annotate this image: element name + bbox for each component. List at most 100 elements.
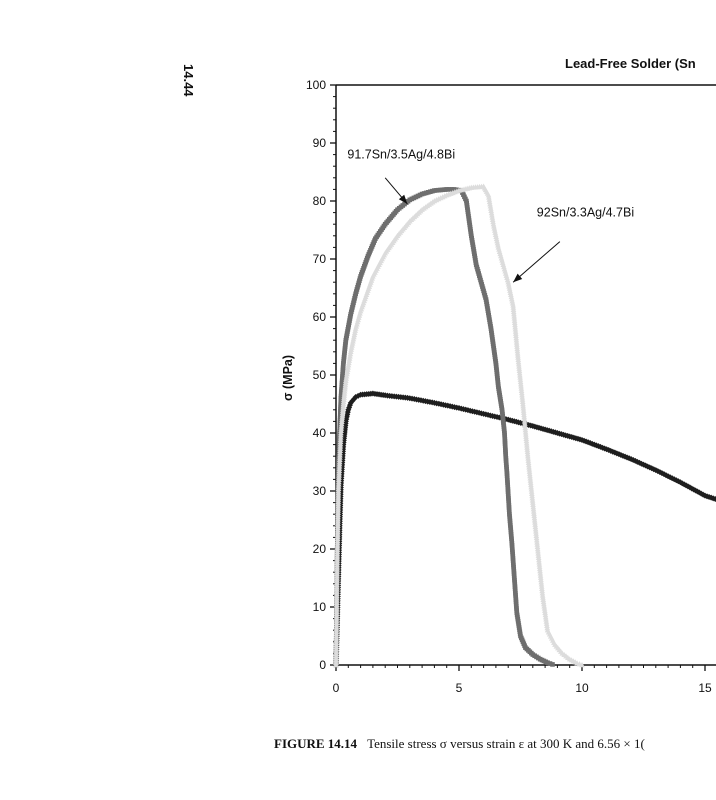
y-tick-label-80: 80: [313, 194, 327, 208]
data-point: [541, 601, 547, 607]
data-point: [534, 546, 541, 552]
data-point: [529, 495, 536, 501]
data-point: [518, 387, 525, 393]
data-point: [517, 378, 524, 385]
caption-label: FIGURE 14.14: [274, 736, 358, 751]
data-point: [526, 462, 532, 468]
data-point: [486, 194, 492, 200]
data-point: [536, 561, 543, 567]
data-point: [539, 592, 546, 598]
y-tick-label-100: 100: [306, 78, 326, 92]
data-point: [538, 576, 544, 583]
annotation-label-0: 91.7Sn/3.5Ag/4.8Bi: [347, 148, 455, 162]
data-point: [544, 622, 550, 629]
data-point: [534, 541, 541, 547]
data-point: [542, 611, 549, 618]
chart-frame: [335, 84, 716, 666]
data-point: [540, 598, 547, 605]
data-point: [539, 587, 545, 594]
y-tick-label-40: 40: [313, 426, 327, 440]
data-point: [579, 662, 585, 668]
figure-caption: FIGURE 14.14 Tensile stress σ versus stra…: [274, 736, 645, 752]
data-point: [487, 205, 494, 211]
data-point: [535, 550, 541, 556]
y-axis-label: σ (MPa): [281, 355, 295, 401]
data-point: [534, 539, 540, 545]
data-point: [527, 477, 534, 483]
data-point: [517, 372, 523, 378]
data-point: [541, 607, 548, 613]
x-tick-label-5: 5: [456, 681, 463, 695]
data-point: [488, 207, 494, 214]
data-point: [516, 367, 523, 374]
data-point: [533, 532, 540, 538]
data-point: [538, 583, 545, 589]
data-point: [543, 620, 550, 626]
series-layer: [333, 183, 716, 668]
data-point: [529, 490, 535, 496]
data-point: [527, 475, 534, 481]
data-point: [444, 187, 449, 192]
data-point: [531, 512, 538, 519]
data-point: [528, 488, 535, 494]
data-point: [532, 526, 539, 532]
x-tick-label-0: 0: [333, 681, 340, 695]
data-point: [489, 216, 496, 222]
data-point: [516, 363, 522, 369]
data-point: [540, 596, 547, 602]
data-point: [533, 537, 540, 543]
y-tick-label-50: 50: [313, 368, 327, 382]
y-tick-label-90: 90: [313, 136, 327, 150]
data-point: [519, 398, 526, 404]
annotations: 91.7Sn/3.5Ag/4.8Bi 92Sn/3.3Ag/4.7Bi: [347, 148, 634, 283]
data-point: [537, 574, 544, 580]
data-point: [516, 370, 523, 376]
data-point: [449, 187, 454, 192]
data-point: [451, 187, 457, 192]
data-point: [536, 557, 542, 563]
data-point: [537, 565, 543, 572]
data-point: [537, 568, 543, 574]
data-point: [531, 517, 538, 523]
x-tick-label-10: 10: [575, 681, 589, 695]
data-point: [535, 554, 542, 561]
data-point: [525, 457, 532, 463]
data-point: [530, 508, 537, 514]
data-point: [529, 492, 535, 499]
series-0: [333, 187, 555, 668]
data-point: [490, 218, 496, 225]
data-point: [519, 394, 526, 400]
data-point: [536, 563, 543, 569]
data-point: [515, 361, 522, 367]
data-point: [528, 486, 535, 492]
data-point: [517, 376, 524, 382]
data-point: [531, 510, 537, 516]
y-tick-label-60: 60: [313, 310, 327, 324]
annotation-label-1: 92Sn/3.3Ag/4.7Bi: [537, 206, 634, 220]
annotation-arrowhead-1: [513, 273, 523, 283]
data-point: [526, 468, 533, 474]
data-point: [537, 572, 544, 578]
data-point: [538, 581, 545, 587]
data-point: [530, 504, 537, 510]
data-point: [533, 534, 540, 541]
data-point: [485, 192, 492, 198]
data-point: [527, 473, 533, 479]
data-point: [518, 385, 525, 391]
y-tick-label-30: 30: [313, 484, 327, 498]
data-point: [519, 396, 526, 402]
data-point: [531, 515, 538, 521]
data-point: [532, 521, 538, 527]
data-point: [542, 609, 548, 615]
data-point: [489, 214, 496, 220]
data-point: [712, 496, 716, 503]
data-point: [528, 484, 534, 490]
data-point: [526, 466, 533, 472]
data-point: [486, 198, 493, 205]
data-point: [529, 497, 536, 503]
y-tick-label-0: 0: [319, 658, 326, 672]
data-point: [526, 470, 533, 477]
data-point: [518, 389, 525, 396]
data-point: [516, 365, 523, 371]
